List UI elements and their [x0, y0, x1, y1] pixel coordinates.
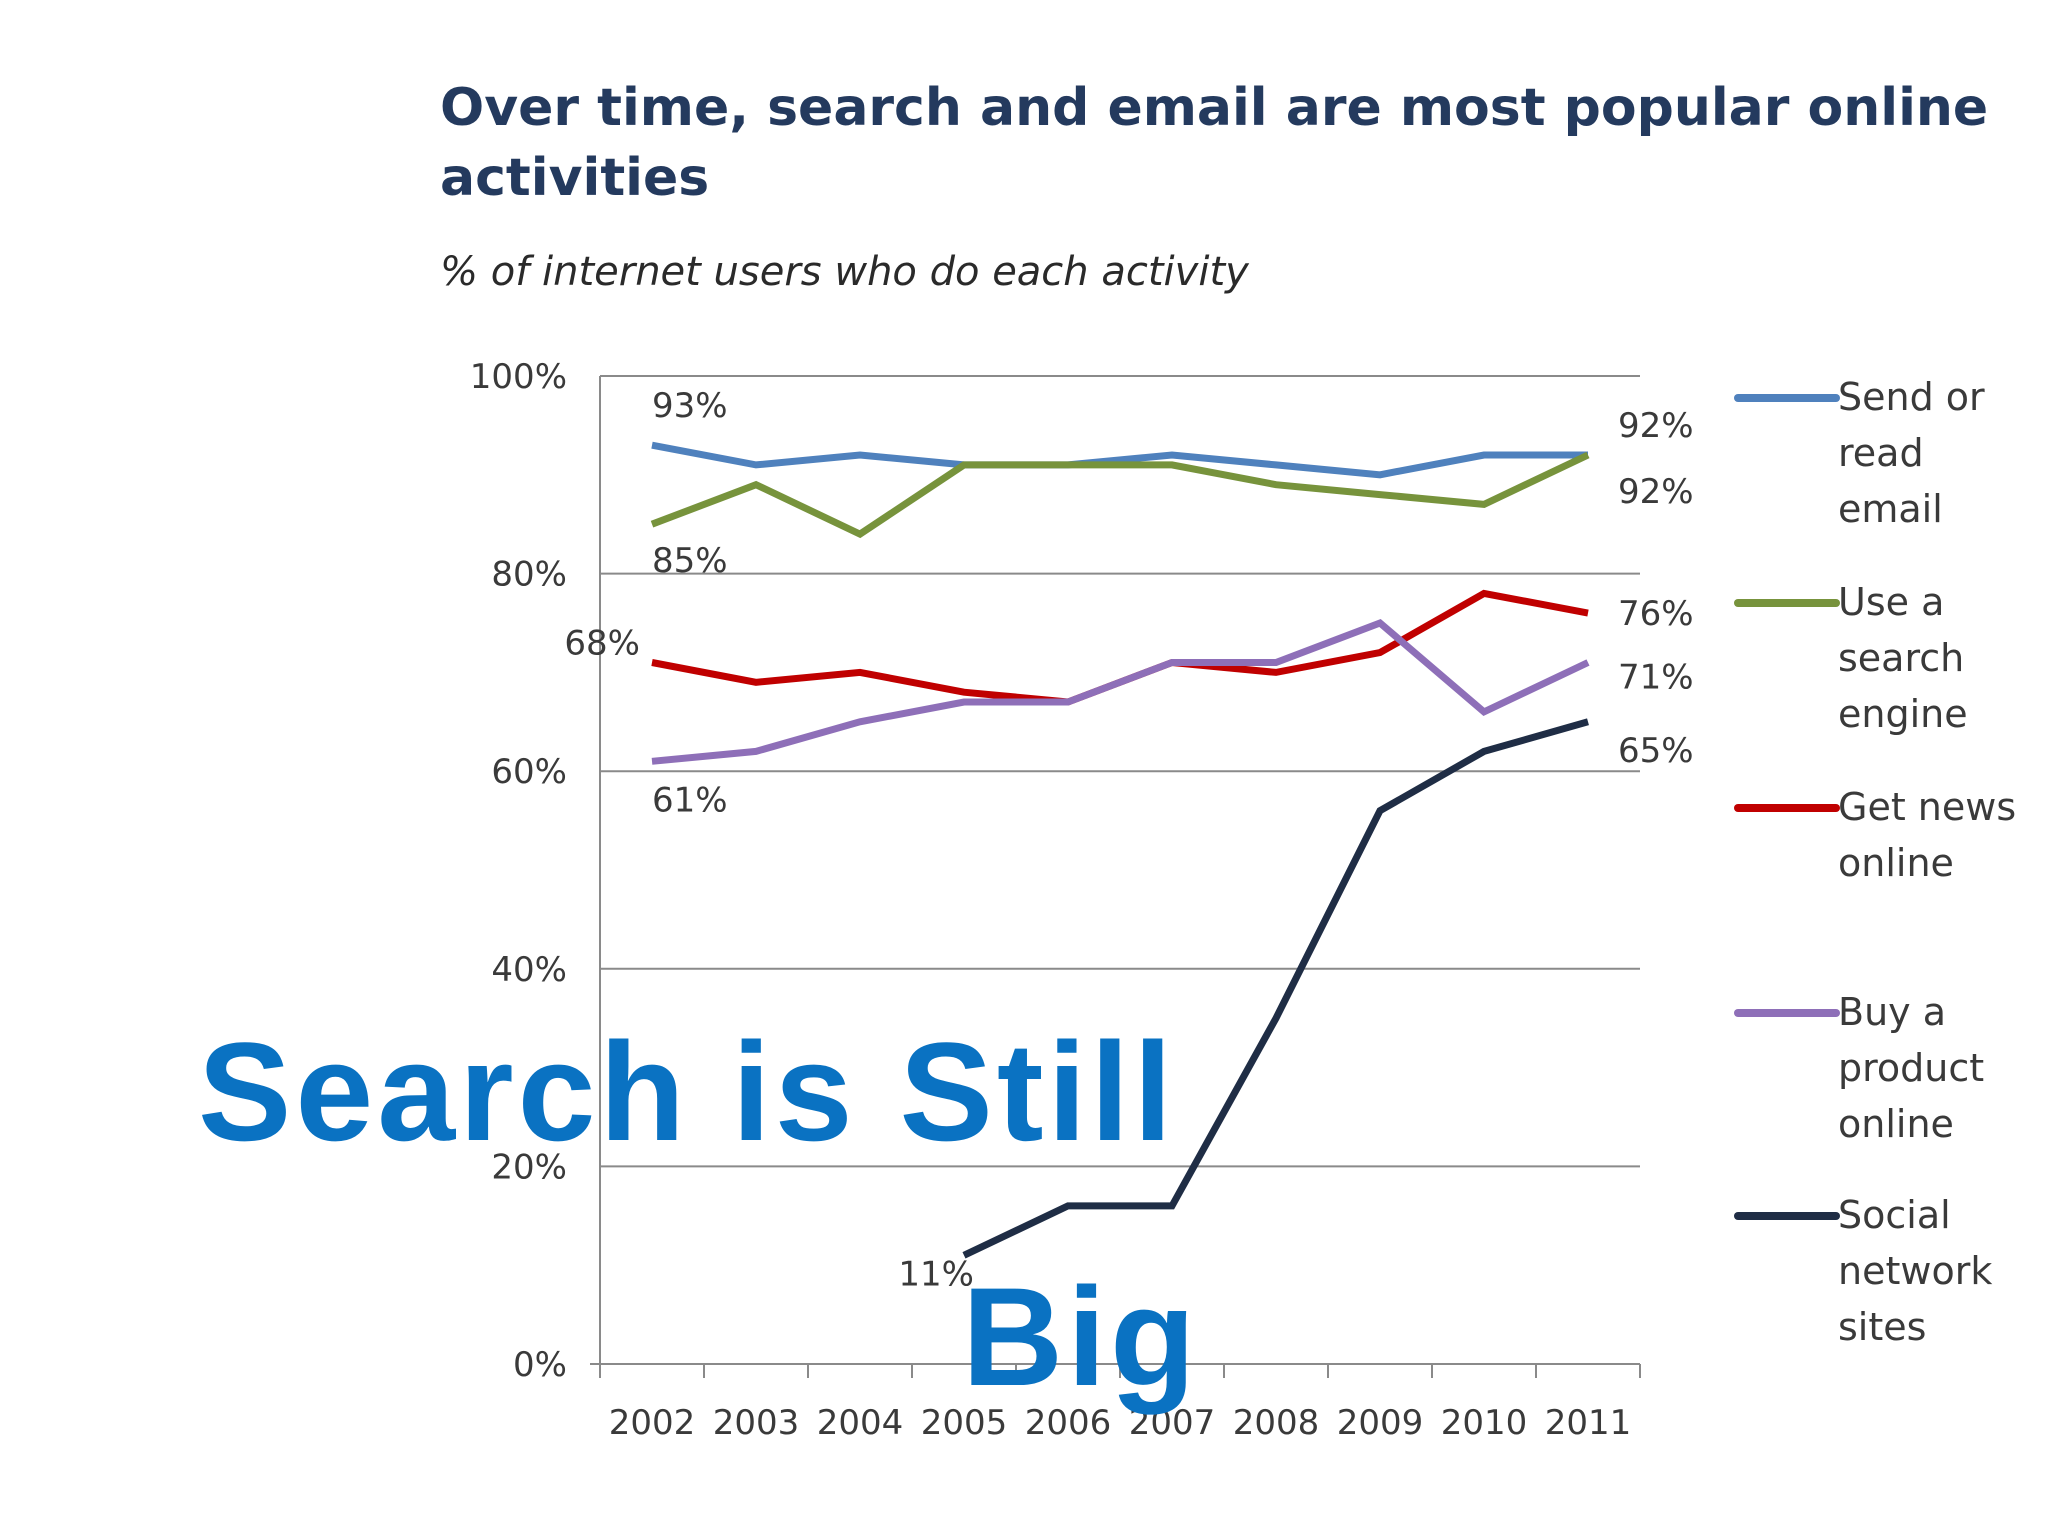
legend-label: online: [1838, 1102, 1954, 1146]
chart-title: Over time, search and email are most pop…: [440, 78, 1988, 208]
legend-label: product: [1838, 1046, 1984, 1090]
axes: 0% 20% 40% 60% 80% 100% 2002 2003 2004 2005 2006 20…: [470, 357, 1641, 1443]
x-tick-label: 2007: [1129, 1403, 1216, 1443]
legend-label: read: [1838, 431, 1924, 475]
chart-title-line-2: activities: [440, 148, 709, 208]
legend-item-1: Send or read email: [1734, 375, 1985, 531]
y-tick-label: 60%: [491, 752, 567, 792]
data-label: 65%: [1618, 731, 1694, 771]
legend-label: Send or: [1838, 375, 1985, 419]
legend-label: Buy a: [1838, 990, 1946, 1034]
chart-title-line-1: Over time, search and email are most pop…: [440, 78, 1988, 138]
legend-item-2: Use a search engine: [1734, 580, 1968, 736]
legend: Send or read email Use a search engine Get new…: [1734, 375, 2016, 1349]
legend-item-4: Buy a product online: [1734, 990, 1984, 1146]
x-tick-label: 2006: [1025, 1403, 1112, 1443]
legend-label: Social: [1838, 1193, 1951, 1237]
data-label: 68%: [564, 624, 640, 664]
chart-subtitle: % of internet users who do each activity: [440, 249, 1250, 295]
legend-label: sites: [1838, 1305, 1926, 1349]
legend-label: search: [1838, 636, 1964, 680]
y-tick-label: 20%: [491, 1147, 567, 1187]
legend-label: email: [1838, 487, 1943, 531]
data-labels: 93% 85% 68% 61% 11% 92% 92% 76% 71% 65%: [564, 386, 1693, 1294]
y-tick-label: 0%: [513, 1345, 567, 1385]
x-tick-label: 2002: [609, 1403, 696, 1443]
x-tick-label: 2011: [1545, 1403, 1632, 1443]
legend-label: network: [1838, 1249, 1992, 1293]
legend-item-5: Social network sites: [1734, 1193, 1992, 1349]
x-tick-label: 2003: [713, 1403, 800, 1443]
data-label: 92%: [1618, 406, 1694, 446]
data-label: 93%: [652, 386, 728, 426]
series-lines: [650, 441, 1590, 1259]
data-label: 61%: [652, 780, 728, 820]
overlay-caption-line-1: Search is Still: [198, 1013, 1176, 1170]
data-label: 85%: [652, 541, 728, 581]
x-tick-label: 2004: [817, 1403, 904, 1443]
data-label: 76%: [1618, 594, 1694, 634]
legend-label: Get news: [1838, 785, 2016, 829]
y-tick-label: 80%: [491, 555, 567, 595]
y-tick-label: 40%: [491, 950, 567, 990]
overlay-caption-line-2: Big: [962, 1258, 1200, 1415]
x-tick-label: 2005: [921, 1403, 1008, 1443]
legend-item-3: Get news online: [1734, 785, 2016, 885]
grid: [600, 375, 1640, 1168]
overlay-caption: Search is Still Big: [198, 1013, 1200, 1415]
data-label: 71%: [1618, 658, 1694, 698]
x-tick-label: 2008: [1233, 1403, 1320, 1443]
y-tick-label: 100%: [470, 357, 567, 397]
legend-label: Use a: [1838, 580, 1944, 624]
series-line-2: [650, 451, 1590, 539]
data-label: 92%: [1618, 472, 1694, 512]
x-tick-label: 2009: [1337, 1403, 1424, 1443]
x-tick-label: 2010: [1441, 1403, 1528, 1443]
data-label: 11%: [898, 1254, 974, 1294]
legend-label: online: [1838, 841, 1954, 885]
series-line-5: [962, 718, 1589, 1259]
series-line-1: [651, 441, 1588, 479]
series-line-4: [651, 618, 1590, 765]
legend-label: engine: [1838, 692, 1968, 736]
